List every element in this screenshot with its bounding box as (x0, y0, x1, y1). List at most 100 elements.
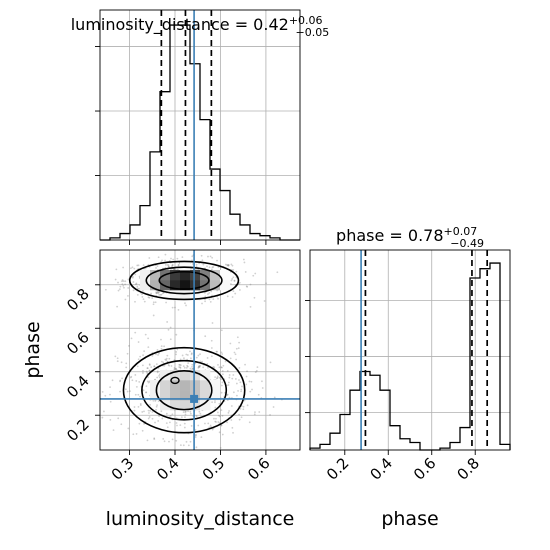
joint-sample-point (208, 426, 211, 429)
joint-sample-point (151, 355, 154, 357)
joint-sample-point (211, 428, 214, 431)
joint-sample-point (181, 354, 184, 357)
joint-sample-point (121, 283, 124, 285)
joint-sample-point (144, 267, 147, 270)
joint-sample-point (216, 375, 219, 378)
joint-sample-point (168, 440, 170, 443)
joint-sample-point (156, 371, 159, 374)
joint-sample-point (158, 415, 160, 417)
joint-sample-point (173, 268, 176, 270)
joint-sample-point (220, 409, 223, 412)
luminosity-distance-histogram-panel (95, 9, 301, 245)
joint-sample-point (198, 366, 200, 368)
joint-sample-point (139, 355, 142, 358)
joint-density-cell (150, 270, 161, 281)
joint-sample-point (201, 259, 204, 262)
ld-hist-frame (95, 9, 301, 245)
joint-contour (128, 260, 240, 301)
joint-sample-point (146, 439, 149, 442)
joint-sample-point (143, 422, 145, 425)
ld-quantile-lines (160, 10, 213, 240)
joint-sample-point (217, 414, 220, 417)
joint-sample-point (170, 257, 172, 260)
joint-sample-point (227, 264, 230, 266)
joint-sample-point (191, 263, 194, 265)
joint-sample-point (234, 378, 237, 380)
joint-sample-point (103, 410, 105, 413)
joint-density-cell (200, 400, 211, 411)
phase-quantile-lines (364, 250, 489, 450)
joint-sample-point (148, 416, 151, 418)
joint-sample-point (207, 422, 210, 425)
joint-sample-point (189, 412, 192, 415)
joint-sample-point (163, 345, 166, 348)
joint-density-cell (210, 390, 221, 401)
joint-sample-point (147, 346, 150, 348)
joint-sample-point (211, 256, 214, 259)
joint-sample-point (190, 357, 192, 360)
joint-sample-point (214, 401, 216, 404)
joint-sample-point (227, 264, 230, 267)
joint-sample-point (226, 394, 229, 396)
joint-sample-point (256, 366, 259, 368)
joint-density-cell (170, 380, 181, 391)
joint-sample-point (197, 366, 200, 369)
joint-sample-point (148, 257, 151, 259)
joint-sample-point (131, 379, 134, 382)
joint-sample-point (131, 266, 134, 269)
joint-sample-point (216, 259, 218, 262)
joint-sample-point (151, 417, 154, 420)
joint-density-cell (150, 280, 161, 291)
joint-frame (95, 249, 301, 455)
joint-sample-point (119, 390, 121, 393)
joint-sample-point (204, 335, 207, 338)
joint-sample-point (179, 363, 181, 366)
joint-sample-point (145, 391, 147, 394)
joint-sample-point (115, 268, 118, 271)
joint-sample-point (219, 447, 222, 449)
joint-sample-point (160, 338, 162, 341)
joint-sample-point (135, 283, 137, 286)
joint-sample-point (195, 446, 198, 449)
joint-sample-point (121, 377, 124, 380)
joint-sample-point (213, 417, 215, 420)
joint-sample-point (162, 361, 165, 364)
joint-sample-point (248, 421, 251, 424)
joint-sample-point (232, 374, 235, 376)
joint-sample-point (114, 278, 117, 281)
joint-sample-point (220, 391, 223, 394)
joint-sample-point (199, 412, 202, 415)
joint-sample-point (221, 366, 223, 369)
joint-sample-point (181, 256, 184, 258)
joint-sample-point (204, 300, 206, 303)
joint-sample-point (231, 426, 234, 429)
joint-sample-point (160, 347, 163, 350)
joint-sample-point (156, 370, 159, 373)
joint-sample-point (135, 282, 138, 285)
joint-sample-point (254, 272, 257, 275)
joint-sample-point (137, 264, 140, 267)
joint-sample-point (143, 350, 146, 353)
joint-sample-point (116, 357, 119, 360)
joint-sample-point (127, 294, 129, 297)
joint-sample-point (158, 352, 160, 355)
joint-sample-point (253, 413, 256, 416)
joint-sample-point (132, 289, 135, 292)
joint-sample-point (204, 422, 206, 425)
joint-sample-point (141, 296, 144, 298)
joint-density-cell (150, 390, 161, 401)
joint-sample-point (133, 406, 136, 408)
joint-density-cell (190, 280, 201, 291)
joint-sample-point (186, 364, 189, 367)
joint-sample-point (178, 363, 181, 366)
joint-sample-point (175, 333, 178, 336)
joint-sample-point (189, 410, 192, 413)
joint-contour (145, 266, 223, 295)
joint-sample-point (231, 278, 234, 280)
joint-sample-point (142, 290, 144, 292)
ph-step-line (309, 262, 511, 451)
joint-sample-point (235, 347, 238, 350)
joint-sample-point (209, 424, 212, 427)
joint-sample-point (134, 300, 136, 303)
joint-sample-point (198, 410, 201, 413)
